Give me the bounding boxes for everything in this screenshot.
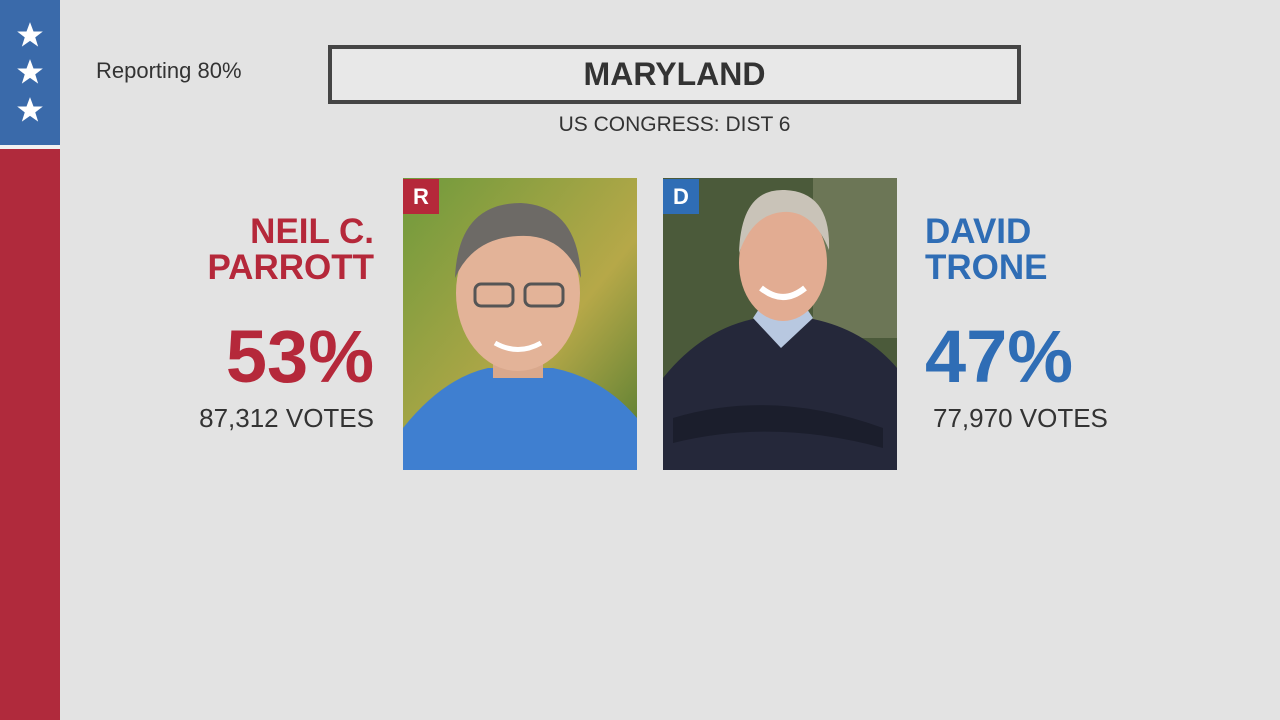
star: [17, 59, 43, 84]
vote-percent: 47%: [925, 315, 1074, 398]
name-line: PARROTT: [207, 248, 374, 287]
candidate-photo: [403, 178, 637, 470]
candidate-name: NEIL C. PARROTT: [207, 214, 374, 286]
flag-stripe: [0, 145, 60, 149]
star: [17, 97, 43, 122]
candidate-photo: [663, 178, 897, 470]
name-line: TRONE: [925, 248, 1048, 287]
star: [17, 22, 43, 47]
title: MARYLAND: [328, 45, 1021, 104]
name-line: DAVID: [925, 212, 1032, 251]
vote-count: 77,970 VOTES: [933, 403, 1108, 433]
party-badge: D: [663, 179, 699, 214]
vote-percent: 53%: [225, 315, 374, 398]
party-badge: R: [403, 179, 439, 214]
vote-count: 87,312 VOTES: [199, 403, 374, 433]
subtitle: US CONGRESS: DIST 6: [558, 113, 791, 136]
reporting: Reporting 80%: [96, 58, 242, 83]
name-line: NEIL C.: [250, 212, 374, 251]
flag-red: [0, 149, 60, 720]
candidate-name: DAVID TRONE: [925, 214, 1048, 286]
